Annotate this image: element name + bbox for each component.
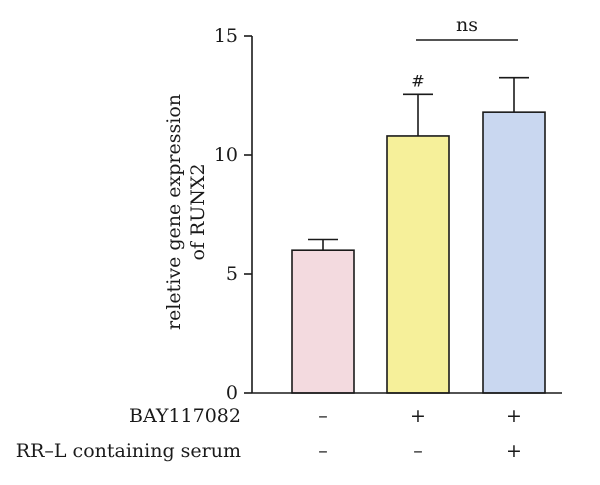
- condition-mark-2-2: –: [413, 440, 423, 462]
- y-tick-label-10: 10: [214, 144, 238, 166]
- y-axis: 0 5 10 15: [214, 25, 253, 404]
- bar-2: [386, 135, 450, 394]
- bar-3: [482, 111, 546, 394]
- y-axis-label-line-2: of RUNX2: [187, 163, 209, 260]
- bar-1: [291, 249, 355, 394]
- condition-mark-2-3: +: [506, 440, 522, 462]
- y-tick-label-0: 0: [226, 382, 238, 404]
- comparison-label: ns: [456, 14, 478, 36]
- condition-label-1: BAY117082: [129, 405, 241, 427]
- y-axis-label-line-1: reletive gene expression: [163, 94, 185, 330]
- bar-annotation-2: #: [411, 71, 424, 90]
- comparison-annotation: ns: [416, 14, 518, 41]
- condition-label-2: RR–L containing serum: [16, 440, 241, 462]
- condition-mark-1-2: +: [410, 405, 426, 427]
- condition-mark-1-1: –: [318, 405, 328, 427]
- condition-mark-2-1: –: [318, 440, 328, 462]
- y-axis-label: reletive gene expression of RUNX2: [163, 94, 209, 330]
- condition-table: BAY117082 – + + RR–L containing serum – – +: [16, 405, 522, 462]
- y-tick-label-15: 15: [214, 25, 238, 47]
- y-tick-label-5: 5: [226, 263, 238, 285]
- bars: #: [291, 71, 546, 394]
- condition-mark-1-3: +: [506, 405, 522, 427]
